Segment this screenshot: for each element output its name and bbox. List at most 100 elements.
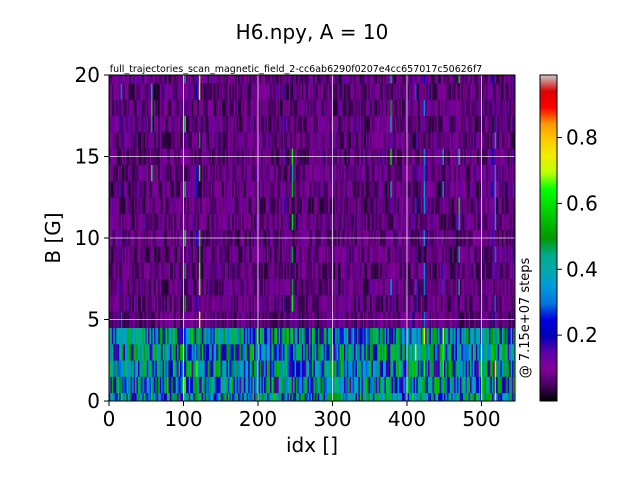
heatmap-cell: [229, 75, 232, 84]
heatmap-cell: [216, 392, 219, 401]
heatmap-cell: [246, 392, 249, 401]
heatmap-cell: [428, 115, 430, 133]
heatmap-cell: [159, 99, 162, 117]
heatmap-cell: [422, 376, 424, 394]
heatmap-cell: [314, 164, 317, 182]
heatmap-cell: [177, 360, 179, 377]
heatmap-cell: [443, 376, 446, 394]
heatmap-cell: [333, 75, 336, 84]
heatmap-cell: [213, 376, 216, 394]
heatmap-cell: [309, 376, 311, 394]
heatmap-cell: [320, 197, 323, 214]
heatmap-cell: [445, 132, 448, 149]
heatmap-cell: [449, 360, 452, 377]
heatmap-cell: [306, 392, 308, 401]
heatmap-cell: [375, 246, 378, 263]
heatmap-cell: [288, 262, 291, 280]
heatmap-cell: [156, 278, 159, 296]
heatmap-cell: [114, 197, 117, 214]
heatmap-cell: [354, 99, 356, 117]
heatmap-cell: [222, 327, 224, 345]
heatmap-cell: [226, 376, 229, 394]
heatmap-cell: [310, 99, 313, 117]
heatmap-cell: [325, 392, 327, 401]
heatmap-cell: [139, 343, 142, 361]
heatmap-cell: [230, 327, 233, 345]
heatmap-cell: [223, 99, 226, 117]
heatmap-cell: [425, 327, 427, 345]
heatmap-cell: [110, 262, 113, 280]
heatmap-cell: [306, 75, 308, 84]
heatmap-cell: [355, 132, 358, 149]
heatmap-cell: [429, 197, 432, 214]
heatmap-cell: [127, 99, 130, 117]
heatmap-cell: [419, 392, 422, 401]
heatmap-cell: [120, 75, 123, 84]
heatmap-cell: [233, 343, 236, 361]
heatmap-cell: [168, 262, 171, 280]
heatmap-cell: [341, 246, 343, 263]
heatmap-cell: [409, 164, 411, 182]
heatmap-cell: [313, 360, 316, 377]
heatmap-cell: [365, 360, 368, 377]
heatmap-cell: [268, 360, 271, 377]
heatmap-cell: [368, 392, 371, 401]
heatmap-cell: [452, 376, 455, 394]
heatmap-cell: [254, 343, 256, 361]
heatmap-cell: [272, 164, 275, 182]
heatmap-cell: [281, 246, 284, 263]
heatmap-cell: [417, 246, 420, 263]
heatmap-cell: [436, 262, 439, 280]
heatmap-cell: [332, 327, 335, 345]
heatmap-cell: [211, 327, 214, 345]
heatmap-cell: [383, 278, 385, 296]
heatmap-cell: [153, 164, 156, 182]
heatmap-cell: [361, 246, 364, 263]
heatmap-cell: [397, 343, 400, 361]
heatmap-cell: [123, 343, 126, 361]
heatmap-cell: [333, 180, 336, 198]
heatmap-cell: [269, 246, 272, 263]
heatmap-cell: [274, 246, 277, 263]
heatmap-cell: [312, 164, 314, 182]
heatmap-cell: [180, 197, 182, 214]
heatmap-cell: [181, 213, 184, 231]
heatmap-cell: [310, 132, 313, 149]
heatmap-cell: [323, 262, 326, 280]
heatmap-cell: [442, 295, 445, 312]
heatmap-cell: [209, 197, 211, 214]
heatmap-cell: [429, 75, 432, 84]
heatmap-cell: [240, 197, 243, 214]
heatmap-cell: [284, 99, 287, 117]
heatmap-cell: [138, 262, 140, 280]
heatmap-cell: [364, 180, 366, 198]
heatmap-cell: [294, 392, 297, 401]
heatmap-cell: [336, 376, 339, 394]
heatmap-cell: [417, 164, 420, 182]
heatmap-cell: [272, 115, 275, 133]
heatmap-cell: [198, 213, 201, 231]
heatmap-cell: [414, 392, 417, 401]
heatmap-cell: [110, 75, 113, 84]
heatmap-cell: [407, 262, 410, 280]
heatmap-cell: [439, 213, 442, 231]
heatmap-cell: [114, 343, 117, 361]
heatmap-cell: [110, 295, 113, 312]
heatmap-cell: [393, 197, 395, 214]
heatmap-cell: [152, 164, 155, 182]
heatmap-cell: [123, 164, 126, 182]
heatmap-cell: [129, 343, 132, 361]
heatmap-cell: [239, 327, 242, 345]
heatmap-cell: [358, 164, 361, 182]
heatmap-cell: [342, 99, 345, 117]
heatmap-cell: [143, 392, 146, 401]
heatmap-cell: [252, 83, 255, 100]
heatmap-cell: [158, 213, 161, 231]
heatmap-cell: [268, 246, 271, 263]
heatmap-cell: [283, 343, 285, 361]
heatmap-cell: [164, 75, 166, 84]
heatmap-cell: [258, 132, 261, 149]
heatmap-cell: [412, 115, 414, 133]
heatmap-cell: [329, 132, 332, 149]
heatmap-cell: [399, 132, 401, 149]
